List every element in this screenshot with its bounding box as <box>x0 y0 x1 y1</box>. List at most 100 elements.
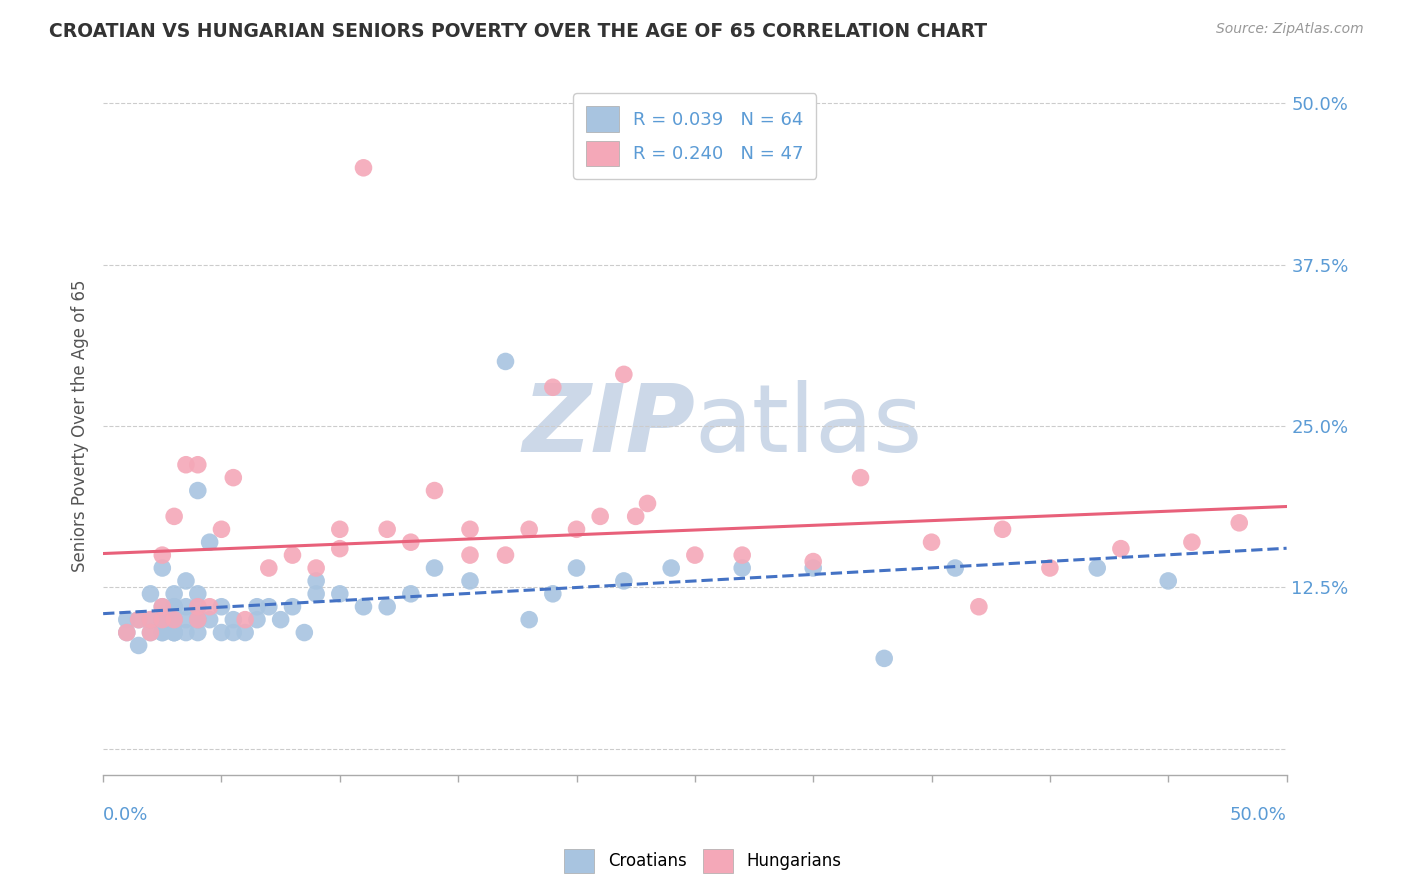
Point <box>233 625 256 640</box>
Text: 0.0%: 0.0% <box>103 806 149 824</box>
Point <box>541 587 564 601</box>
Point <box>187 458 209 472</box>
Point <box>222 613 245 627</box>
Point <box>873 651 896 665</box>
Point <box>423 483 446 498</box>
Point <box>150 625 173 640</box>
Legend: R = 0.039   N = 64, R = 0.240   N = 47: R = 0.039 N = 64, R = 0.240 N = 47 <box>574 94 817 178</box>
Point <box>211 522 233 536</box>
Point <box>270 613 292 627</box>
Point <box>163 625 186 640</box>
Point <box>163 599 186 614</box>
Point <box>187 625 209 640</box>
Point <box>187 613 209 627</box>
Point <box>211 599 233 614</box>
Point <box>187 587 209 601</box>
Point <box>1109 541 1132 556</box>
Point <box>329 541 352 556</box>
Point <box>458 548 481 562</box>
Point <box>1227 516 1250 530</box>
Point <box>163 613 186 627</box>
Point <box>128 613 150 627</box>
Point <box>991 522 1014 536</box>
Point <box>1085 561 1108 575</box>
Point <box>801 555 824 569</box>
Point <box>187 599 209 614</box>
Point <box>423 561 446 575</box>
Point <box>967 599 990 614</box>
Point <box>150 599 173 614</box>
Point <box>257 599 280 614</box>
Point <box>211 625 233 640</box>
Point <box>163 599 186 614</box>
Point <box>281 599 304 614</box>
Point <box>613 368 636 382</box>
Point <box>246 599 269 614</box>
Point <box>139 625 162 640</box>
Point <box>849 470 872 484</box>
Point <box>139 625 162 640</box>
Point <box>541 380 564 394</box>
Point <box>281 548 304 562</box>
Point <box>246 613 269 627</box>
Point <box>150 548 173 562</box>
Point <box>174 574 197 588</box>
Point <box>375 599 398 614</box>
Point <box>1039 561 1062 575</box>
Point <box>565 561 588 575</box>
Text: Source: ZipAtlas.com: Source: ZipAtlas.com <box>1216 22 1364 37</box>
Point <box>115 625 138 640</box>
Point <box>1181 535 1204 549</box>
Point <box>1157 574 1180 588</box>
Legend: Croatians, Hungarians: Croatians, Hungarians <box>558 842 848 880</box>
Point <box>187 483 209 498</box>
Point <box>233 613 256 627</box>
Point <box>399 535 422 549</box>
Point <box>163 625 186 640</box>
Point <box>139 587 162 601</box>
Point <box>659 561 682 575</box>
Point <box>174 599 197 614</box>
Point <box>187 599 209 614</box>
Point <box>292 625 315 640</box>
Point <box>198 613 221 627</box>
Point <box>163 613 186 627</box>
Point <box>305 561 328 575</box>
Point <box>637 496 659 510</box>
Point <box>115 625 138 640</box>
Point <box>305 587 328 601</box>
Point <box>517 522 540 536</box>
Point <box>150 613 173 627</box>
Y-axis label: Seniors Poverty Over the Age of 65: Seniors Poverty Over the Age of 65 <box>72 280 89 573</box>
Point <box>683 548 706 562</box>
Point <box>329 522 352 536</box>
Point <box>801 561 824 575</box>
Point <box>731 548 754 562</box>
Point <box>517 613 540 627</box>
Point <box>163 509 186 524</box>
Point <box>222 625 245 640</box>
Point <box>565 522 588 536</box>
Point <box>187 613 209 627</box>
Point <box>150 599 173 614</box>
Point <box>458 522 481 536</box>
Point <box>329 587 352 601</box>
Point <box>589 509 612 524</box>
Text: atlas: atlas <box>695 380 924 472</box>
Point <box>731 561 754 575</box>
Point <box>495 354 517 368</box>
Point <box>150 613 173 627</box>
Point <box>115 613 138 627</box>
Point <box>921 535 943 549</box>
Point <box>174 625 197 640</box>
Point <box>150 613 173 627</box>
Point <box>174 613 197 627</box>
Point <box>198 599 221 614</box>
Point <box>353 599 375 614</box>
Point <box>305 574 328 588</box>
Point <box>257 561 280 575</box>
Point <box>222 470 245 484</box>
Point <box>495 548 517 562</box>
Point <box>624 509 647 524</box>
Point <box>150 625 173 640</box>
